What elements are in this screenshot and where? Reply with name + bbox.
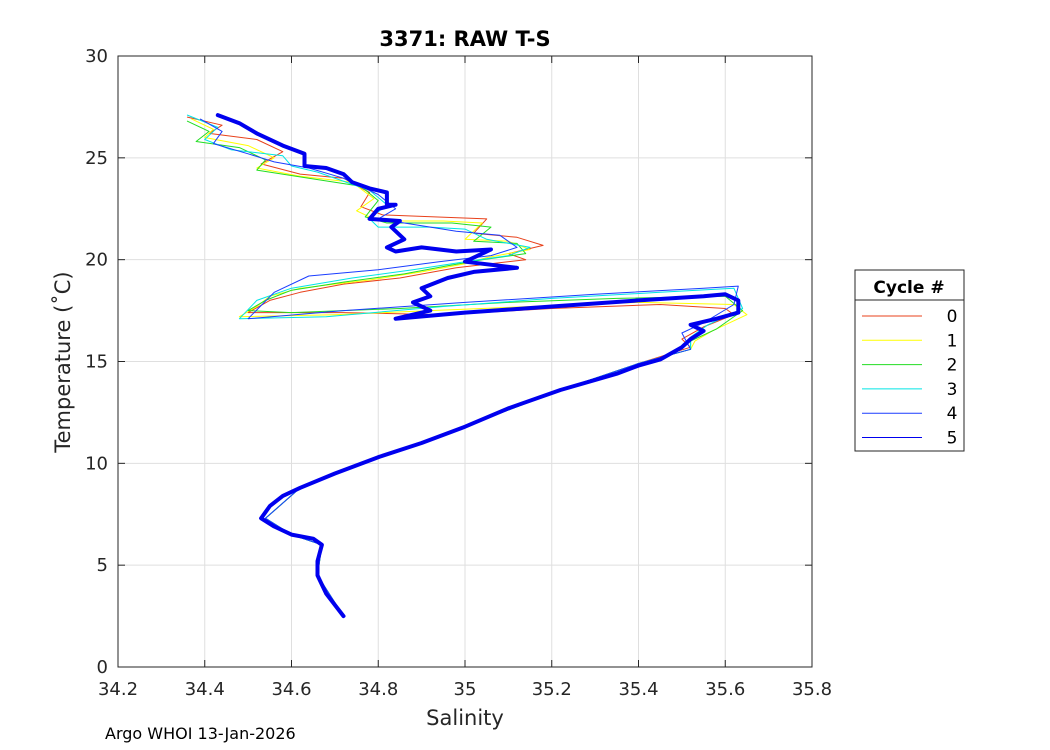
y-tick-label: 30 xyxy=(85,46,108,67)
x-tick-label: 35.4 xyxy=(618,679,658,700)
y-tick-label: 25 xyxy=(85,148,108,169)
x-tick-label: 34.2 xyxy=(98,679,138,700)
legend-title: Cycle # xyxy=(873,278,944,298)
legend-label-cycle-2: 2 xyxy=(947,356,958,376)
footer-credit: Argo WHOI 13-Jan-2026 xyxy=(105,724,296,743)
legend-label-cycle-3: 3 xyxy=(947,380,958,400)
y-axis-label: Temperature (˚C) xyxy=(51,271,75,453)
x-tick-label: 35.2 xyxy=(532,679,572,700)
y-tick-label: 15 xyxy=(85,352,108,373)
chart-title: 3371: RAW T-S xyxy=(379,27,550,51)
x-tick-label: 35.8 xyxy=(792,679,832,700)
legend-label-cycle-0: 0 xyxy=(947,307,958,327)
legend: Cycle # 0 1 2 3 4 5 xyxy=(854,269,965,452)
legend-entries: 0 1 2 3 4 5 xyxy=(862,307,957,449)
series-layer xyxy=(186,113,748,619)
x-tick-label: 35 xyxy=(454,679,477,700)
x-tick-label: 35.6 xyxy=(705,679,745,700)
x-tick-label: 34.6 xyxy=(271,679,311,700)
series-line-cycle-5 xyxy=(215,113,741,619)
legend-label-cycle-5: 5 xyxy=(947,429,958,449)
legend-label-cycle-4: 4 xyxy=(947,404,958,424)
y-tick-label: 10 xyxy=(85,453,108,474)
x-tick-label: 34.8 xyxy=(358,679,398,700)
legend-label-cycle-1: 1 xyxy=(947,331,958,351)
y-tick-label: 20 xyxy=(85,250,108,271)
x-tick-label: 34.4 xyxy=(185,679,225,700)
y-tick-label: 5 xyxy=(97,555,108,576)
x-axis-label: Salinity xyxy=(426,706,504,730)
tick-labels: 34.2 34.4 34.6 34.8 35 35.2 35.4 35.6 35.8 0 5 10 15… xyxy=(85,46,832,700)
y-tick-label: 0 xyxy=(97,657,108,678)
